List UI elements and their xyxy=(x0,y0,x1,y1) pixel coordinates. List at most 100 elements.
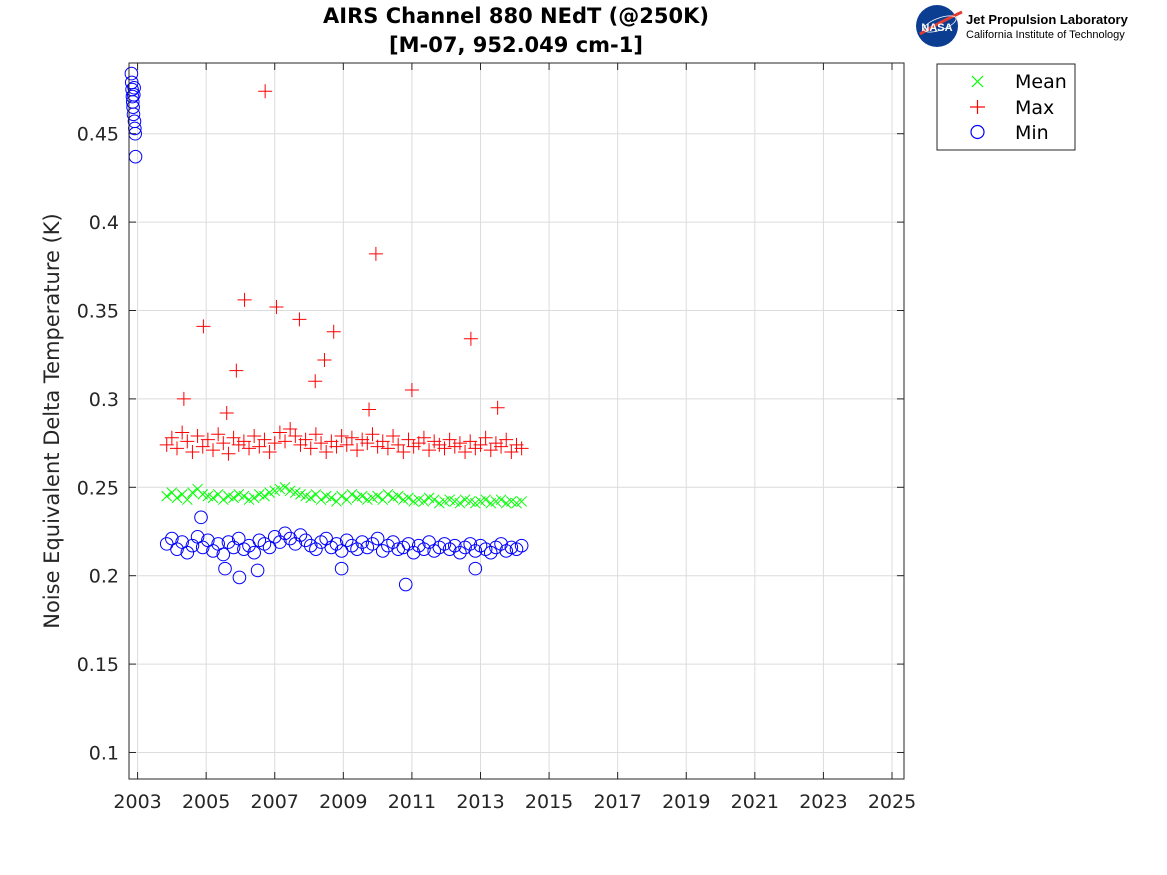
max-point xyxy=(258,84,273,99)
max-point xyxy=(401,432,416,447)
min-point xyxy=(514,538,529,553)
min-point xyxy=(218,561,232,576)
max-point xyxy=(437,441,452,456)
mean-point xyxy=(336,490,347,502)
max-point xyxy=(308,427,323,442)
min-point xyxy=(170,542,184,556)
legend-box xyxy=(936,63,1076,151)
max-point xyxy=(458,444,473,459)
x-tick-label: 2003 xyxy=(113,791,161,813)
min-point xyxy=(127,80,141,95)
min-point xyxy=(355,535,369,549)
max-point xyxy=(368,246,383,261)
min-point xyxy=(180,545,195,560)
min-point xyxy=(370,531,385,546)
mean-point xyxy=(279,481,291,493)
legend-min-marker xyxy=(970,124,985,140)
min-point xyxy=(125,89,140,104)
mean-point xyxy=(259,490,270,502)
min-point xyxy=(278,526,292,541)
x-tick-label: 2009 xyxy=(319,791,367,813)
max-point xyxy=(219,406,234,421)
max-point xyxy=(298,432,313,447)
min-point xyxy=(298,533,313,548)
max-point xyxy=(175,425,190,440)
min-point xyxy=(288,537,303,551)
max-point xyxy=(514,441,529,456)
plot-frame xyxy=(128,62,905,780)
y-tick-label: 0.4 xyxy=(89,212,119,234)
legend-mean-label: Mean xyxy=(1015,71,1067,93)
y-tick-label: 0.45 xyxy=(77,124,119,146)
max-point xyxy=(196,319,211,334)
legend: Mean Max Min xyxy=(936,63,1076,151)
y-tick-label: 0.25 xyxy=(77,477,119,499)
min-point xyxy=(447,538,462,553)
series-max xyxy=(159,84,529,461)
min-point xyxy=(329,537,344,551)
mean-point xyxy=(325,492,337,504)
min-point xyxy=(334,561,349,576)
nasa-badge-text: NASA xyxy=(921,22,952,34)
x-tick-label: 2007 xyxy=(251,791,299,813)
max-point xyxy=(483,443,498,458)
legend-min-label: Min xyxy=(1015,122,1049,144)
max-point xyxy=(176,391,191,406)
min-point xyxy=(365,537,380,551)
x-tick-label: 2021 xyxy=(731,791,779,813)
max-point xyxy=(159,437,174,452)
max-point xyxy=(283,421,298,436)
max-point xyxy=(404,383,419,398)
max-point xyxy=(303,441,318,456)
min-point xyxy=(194,510,208,525)
x-tick-label: 2025 xyxy=(868,791,916,813)
max-point xyxy=(499,432,514,447)
min-point xyxy=(375,544,390,558)
min-point xyxy=(250,563,265,578)
mean-point xyxy=(248,492,260,504)
min-point xyxy=(350,542,364,556)
max-point xyxy=(242,441,257,456)
y-tick-label: 0.3 xyxy=(89,389,119,411)
legend-max-label: Max xyxy=(1015,97,1054,119)
max-point xyxy=(396,444,411,459)
max-point xyxy=(380,441,395,456)
min-point xyxy=(124,66,139,81)
min-point xyxy=(273,535,287,549)
mean-point xyxy=(181,494,193,506)
max-point xyxy=(200,432,215,447)
min-point xyxy=(504,540,519,555)
max-point xyxy=(473,437,488,452)
mean-point xyxy=(403,492,414,504)
max-point xyxy=(262,444,277,459)
min-point xyxy=(453,545,467,560)
y-tick-label: 0.15 xyxy=(77,654,119,676)
series-mean xyxy=(161,481,527,509)
mean-point xyxy=(161,490,173,502)
grid-lines xyxy=(129,63,904,779)
mean-point xyxy=(356,490,368,502)
min-point xyxy=(463,537,478,551)
x-axis-ticks: 2003 2005 2007 2009 2011 2013 2015 2017 2019 2021… xyxy=(113,63,916,813)
min-point xyxy=(468,561,483,576)
mean-point xyxy=(238,490,250,502)
max-point xyxy=(180,434,195,449)
max-point xyxy=(386,429,401,444)
x-tick-label: 2013 xyxy=(456,791,504,813)
mean-point xyxy=(516,496,527,507)
plot-area xyxy=(129,63,904,779)
x-tick-label: 2005 xyxy=(182,791,230,813)
mean-point xyxy=(171,492,183,504)
max-point xyxy=(317,353,332,368)
min-point xyxy=(126,107,141,122)
x-tick-label: 2011 xyxy=(388,791,436,813)
y-tick-label: 0.35 xyxy=(77,301,119,323)
mean-point xyxy=(428,494,440,506)
max-point xyxy=(185,444,200,459)
mean-point xyxy=(372,490,383,502)
x-tick-label: 2019 xyxy=(662,791,710,813)
min-point xyxy=(127,88,141,102)
min-point xyxy=(406,545,421,560)
max-point xyxy=(211,427,226,442)
max-point xyxy=(206,443,221,458)
